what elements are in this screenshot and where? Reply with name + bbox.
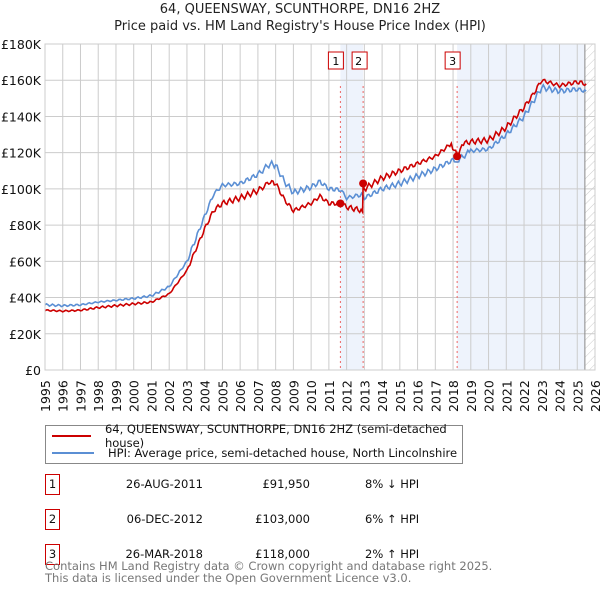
sale-row: 1 26-AUG-2011 £91,950 8% ↓ HPI (45, 474, 545, 495)
x-tick-label: 2024 (553, 380, 568, 412)
sale-number: 3 (45, 544, 60, 565)
x-tick-label: 2005 (215, 380, 230, 412)
sale-number: 1 (45, 474, 60, 495)
footer-copyright: Contains HM Land Registry data © Crown c… (45, 559, 493, 573)
x-tick-label: 2017 (428, 380, 443, 412)
x-tick-label: 2016 (411, 380, 426, 412)
sale-price: £118,000 (255, 547, 310, 561)
legend-item-hpi: HPI: Average price, semi-detached house,… (52, 445, 457, 461)
sale-hpi-diff: 8% ↓ HPI (365, 477, 420, 491)
sale-date: 06-DEC-2012 (126, 512, 203, 526)
sale-hpi-diff: 2% ↑ HPI (365, 547, 420, 561)
legend-label: HPI: Average price, semi-detached house,… (108, 446, 458, 460)
property-price-line (44, 78, 587, 313)
sale-price: £91,950 (262, 477, 310, 491)
sale-point (336, 199, 345, 208)
sale-hpi-diff: 6% ↑ HPI (365, 512, 420, 526)
x-tick-label: 1995 (38, 380, 53, 412)
x-tick-label: 1996 (56, 380, 71, 412)
chart-title: 64, QUEENSWAY, SCUNTHORPE, DN16 2HZ (159, 2, 441, 17)
x-tick-label: 2001 (144, 380, 159, 412)
x-tick-label: 2003 (180, 380, 195, 412)
x-tick-label: 2009 (286, 380, 301, 412)
chart-subtitle: Price paid vs. HM Land Registry's House … (114, 19, 486, 34)
x-tick-label: 2025 (570, 380, 585, 412)
sale-price: £103,000 (255, 512, 310, 526)
sale-label: 2 (355, 55, 362, 68)
plot-border (44, 43, 596, 371)
sale-label-box (327, 51, 344, 70)
forecast-hatch (584, 44, 595, 370)
sale-row: 2 06-DEC-2012 £103,000 6% ↑ HPI (45, 509, 545, 530)
sale-label: 3 (449, 55, 456, 68)
x-tick-label: 2006 (233, 380, 248, 412)
hpi-line (44, 83, 587, 308)
x-tick-label: 2011 (322, 380, 337, 412)
y-tick-label: £60K (9, 254, 42, 269)
x-tick-label: 1997 (73, 380, 88, 412)
x-tick-label: 2014 (375, 380, 390, 412)
y-tick-label: £20K (9, 327, 42, 342)
x-tick-label: 2026 (588, 380, 600, 412)
sale-point (359, 179, 368, 188)
x-tick-label: 1999 (109, 380, 124, 412)
x-tick-label: 1998 (91, 380, 106, 412)
x-tick-label: 2022 (517, 380, 532, 412)
y-tick-label: £0 (25, 363, 41, 378)
x-tick-label: 2015 (393, 380, 408, 412)
sale-date: 26-MAR-2018 (125, 547, 203, 561)
y-tick-label: £180K (1, 37, 42, 52)
y-tick-label: £40K (9, 291, 42, 306)
x-tick-label: 2020 (482, 380, 497, 412)
sale-label: 1 (332, 55, 339, 68)
x-tick-label: 2004 (198, 380, 213, 412)
x-tick-label: 2019 (464, 380, 479, 412)
legend-label: 64, QUEENSWAY, SCUNTHORPE, DN16 2HZ (sem… (104, 422, 447, 450)
sale-point (453, 152, 462, 161)
sale-row: 3 26-MAR-2018 £118,000 2% ↑ HPI (45, 544, 545, 565)
y-tick-label: £140K (1, 109, 42, 124)
x-tick-label: 2012 (340, 380, 355, 412)
x-tick-label: 2018 (446, 380, 461, 412)
sale-number: 2 (45, 509, 60, 530)
x-tick-label: 2021 (499, 380, 514, 412)
legend-swatch-blue (52, 452, 94, 454)
sale-label-box (444, 51, 461, 70)
x-tick-label: 2023 (535, 380, 550, 412)
y-tick-label: £100K (1, 182, 42, 197)
footer-licence: This data is licensed under the Open Gov… (45, 571, 412, 585)
y-tick-label: £160K (1, 73, 42, 88)
legend-swatch-red (52, 435, 91, 437)
y-tick-label: £80K (9, 218, 42, 233)
x-tick-label: 2008 (269, 380, 284, 412)
x-tick-label: 2002 (162, 380, 177, 412)
legend: 64, QUEENSWAY, SCUNTHORPE, DN16 2HZ (sem… (45, 422, 463, 464)
x-tick-label: 2010 (304, 380, 319, 412)
x-tick-label: 2007 (251, 380, 266, 412)
x-tick-label: 2013 (357, 380, 372, 412)
sale-label-box (351, 51, 368, 70)
x-tick-label: 2000 (127, 380, 142, 412)
shaded-period (457, 44, 585, 370)
y-tick-label: £120K (1, 146, 42, 161)
sale-date: 26-AUG-2011 (125, 477, 203, 491)
legend-item-property: 64, QUEENSWAY, SCUNTHORPE, DN16 2HZ (sem… (52, 422, 462, 450)
chart-plot: 1995 1996 1997 1998 1999 2000 2001 2002 2003 2004… (1, 37, 600, 412)
